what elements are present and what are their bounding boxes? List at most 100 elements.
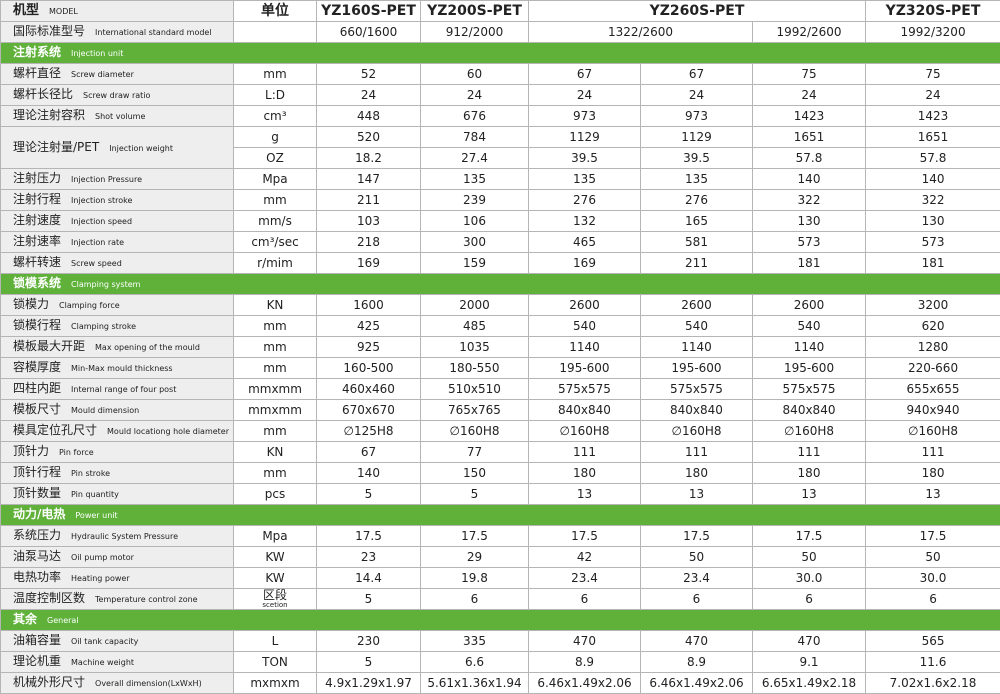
value: 1651 (866, 127, 1000, 148)
label-en: Overall dimension(LxWxH) (95, 679, 202, 688)
label-en: Machine weight (71, 658, 134, 667)
row-label: 机械外形尺寸 Overall dimension(LxWxH) (1, 673, 234, 694)
value: 655x655 (866, 379, 1000, 400)
value: 23.4 (529, 568, 641, 589)
value: 510x510 (421, 379, 529, 400)
label-en: Max opening of the mould (95, 343, 200, 352)
value: 1280 (866, 337, 1000, 358)
unit: mm (234, 463, 317, 484)
label-cn: 理论注射量/PET (13, 140, 99, 154)
value: 940x940 (866, 400, 1000, 421)
value: 111 (866, 442, 1000, 463)
value: 195-600 (753, 358, 866, 379)
unit: KW (234, 547, 317, 568)
value: 180 (641, 463, 753, 484)
value: 39.5 (641, 148, 753, 169)
value: 50 (641, 547, 753, 568)
value: 140 (753, 169, 866, 190)
value: 24 (529, 85, 641, 106)
unit: r/mim (234, 253, 317, 274)
value: 1035 (421, 337, 529, 358)
model: YZ320S-PET (866, 1, 1000, 22)
unit-text: OZ (266, 151, 284, 165)
label-cn: 注射速率 (13, 234, 61, 248)
label-cn: 注射速度 (13, 213, 61, 227)
section-en: Clamping system (71, 280, 140, 289)
value: 195-600 (529, 358, 641, 379)
label-en: Oil pump motor (71, 553, 134, 562)
value: 17.5 (317, 526, 421, 547)
label-cn: 系统压力 (13, 528, 61, 542)
unit-header: 单位 (234, 1, 317, 22)
value: 2600 (529, 295, 641, 316)
unit-text: Mpa (262, 172, 287, 186)
unit-text: L:D (265, 88, 285, 102)
value: 575x575 (529, 379, 641, 400)
value: 581 (641, 232, 753, 253)
value: 973 (529, 106, 641, 127)
value: 6.65x1.49x2.18 (753, 673, 866, 694)
value: 676 (421, 106, 529, 127)
value: 181 (753, 253, 866, 274)
value: 27.4 (421, 148, 529, 169)
label-en: Clamping force (59, 301, 120, 310)
value: 19.8 (421, 568, 529, 589)
section-cn: 其余 (13, 612, 37, 626)
value: 2600 (641, 295, 753, 316)
label-en: Shot volume (95, 112, 145, 121)
unit-text: mm (263, 466, 286, 480)
value: 180 (753, 463, 866, 484)
unit: mmxmm (234, 400, 317, 421)
section-cn: 动力/电热 (13, 507, 65, 521)
unit-text: mm (263, 67, 286, 81)
value: 147 (317, 169, 421, 190)
value: 9.1 (753, 652, 866, 673)
value: 6.46x1.49x2.06 (641, 673, 753, 694)
value: 1423 (753, 106, 866, 127)
label-cn: 顶针行程 (13, 465, 61, 479)
label-en: Screw speed (71, 259, 122, 268)
value: 75 (753, 64, 866, 85)
value: 925 (317, 337, 421, 358)
label-en: Temperature control zone (95, 595, 198, 604)
value: 195-600 (641, 358, 753, 379)
label-en: Mould locationg hole diameter (107, 427, 229, 436)
value: 13 (866, 484, 1000, 505)
standard-model: 1992/3200 (866, 22, 1000, 43)
label-cn: 机械外形尺寸 (13, 675, 85, 689)
value: 7.02x1.6x2.18 (866, 673, 1000, 694)
standard-cn: 国际标准型号 (13, 24, 85, 38)
value: 6 (866, 589, 1000, 610)
unit-text: L (272, 634, 279, 648)
value: 840x840 (529, 400, 641, 421)
label-en: Injection speed (71, 217, 132, 226)
value: ∅160H8 (641, 421, 753, 442)
label-cn: 锁模力 (13, 297, 49, 311)
row-label: 锁模力 Clamping force (1, 295, 234, 316)
value: 1423 (866, 106, 1000, 127)
value: 211 (317, 190, 421, 211)
value: ∅125H8 (317, 421, 421, 442)
value: 132 (529, 211, 641, 232)
model: YZ200S-PET (421, 1, 529, 22)
value: ∅160H8 (421, 421, 529, 442)
value: 4.9x1.29x1.97 (317, 673, 421, 694)
